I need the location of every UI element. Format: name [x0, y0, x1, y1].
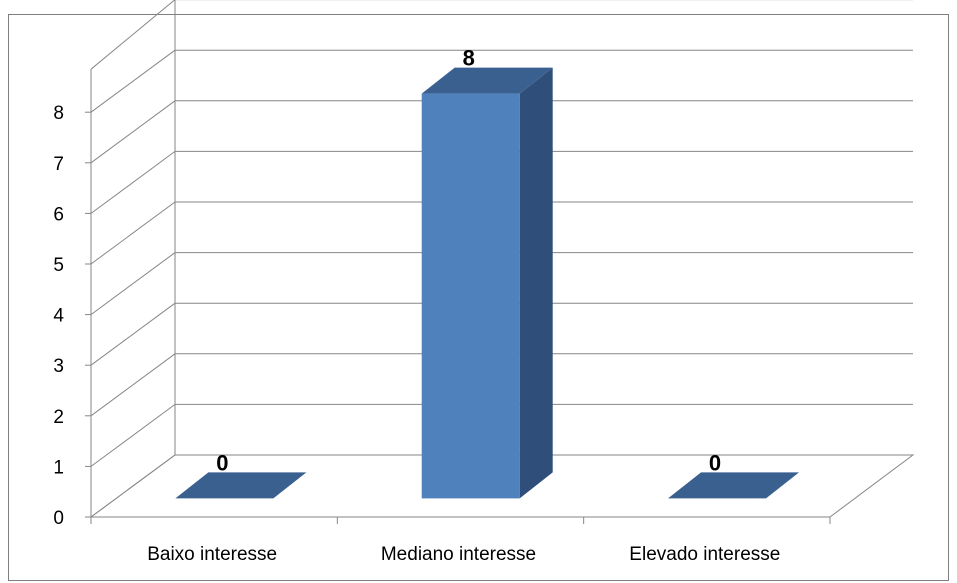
gridline-side — [90, 252, 176, 316]
gridline-side — [90, 150, 176, 214]
x-category-label: Elevado interesse — [629, 544, 780, 565]
gridline-side — [90, 49, 176, 113]
bars — [175, 67, 800, 499]
axes — [85, 69, 831, 524]
y-tick-label: 1 — [53, 457, 64, 478]
gridline-side — [90, 353, 176, 417]
y-tick-label: 2 — [53, 407, 64, 428]
y-tick-label: 6 — [53, 204, 64, 225]
bar — [421, 93, 520, 499]
gridline-side — [90, 302, 176, 366]
bar — [668, 472, 800, 499]
y-tick-label: 8 — [53, 103, 64, 124]
gridline-side — [90, 201, 176, 265]
bar — [175, 472, 307, 499]
data-label: 0 — [216, 450, 228, 475]
gridline-side — [90, 454, 176, 518]
labels: 0 1 2 3 4 5 6 7 8 0 Baixo interesse 8 Mediano intere… — [53, 46, 780, 565]
data-label: 0 — [709, 450, 721, 475]
bar-top — [421, 67, 553, 94]
bar-side — [519, 67, 553, 499]
y-tick-label: 4 — [53, 306, 64, 327]
x-category-label: Mediano interesse — [381, 544, 536, 565]
y-tick-label: 5 — [53, 255, 64, 276]
gridline-side — [90, 100, 176, 164]
data-label: 8 — [463, 46, 475, 71]
y-tick-label: 3 — [53, 356, 64, 377]
gridline-side-top — [90, 0, 176, 70]
y-tick-label: 0 — [53, 508, 64, 529]
x-category-label: Baixo interesse — [147, 544, 277, 565]
gridline-side — [90, 403, 176, 467]
y-tick-label: 7 — [53, 154, 64, 175]
